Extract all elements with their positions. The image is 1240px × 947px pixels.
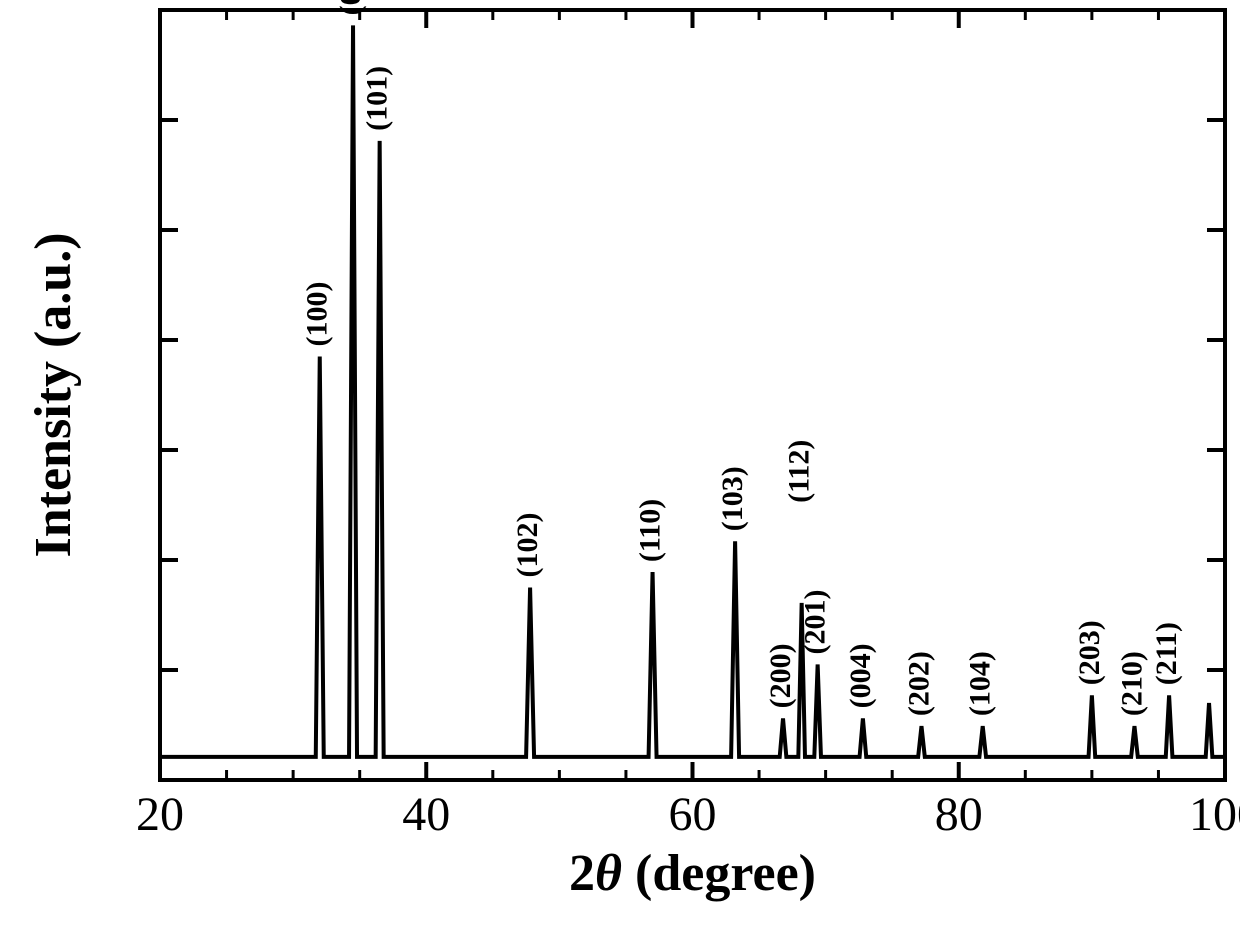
peak-label: (203) xyxy=(1073,620,1106,685)
xrd-chart: 20 40 60 80 100 (100) (002) (101) (102) (110) (103… xyxy=(0,0,1240,947)
peak-label: (100) xyxy=(301,282,334,347)
peak-label: (104) xyxy=(964,651,997,716)
peak-label: (004) xyxy=(844,643,877,708)
x-tick-label: 100 xyxy=(1189,788,1240,841)
peak-label: (002) xyxy=(334,0,367,15)
peak-label: (211) xyxy=(1150,622,1183,685)
x-tick-label: 60 xyxy=(669,788,717,841)
y-axis-title: Intensity (a.u.) xyxy=(25,232,82,557)
peak-label: (202) xyxy=(902,651,935,716)
x-tick-label: 40 xyxy=(402,788,450,841)
peak-label: (201) xyxy=(799,590,832,655)
xrd-trace xyxy=(160,25,1225,757)
peak-label: (112) xyxy=(783,440,816,503)
peak-label: (210) xyxy=(1115,651,1148,716)
peak-label: (110) xyxy=(633,499,666,562)
peak-label: (102) xyxy=(511,513,544,578)
x-tick-label: 20 xyxy=(136,788,184,841)
peak-label: (200) xyxy=(764,643,797,708)
x-tick-label: 80 xyxy=(935,788,983,841)
peak-label: (101) xyxy=(361,66,394,131)
x-axis-title: 2θ (degree) xyxy=(569,845,816,902)
peak-label: (103) xyxy=(716,466,749,531)
